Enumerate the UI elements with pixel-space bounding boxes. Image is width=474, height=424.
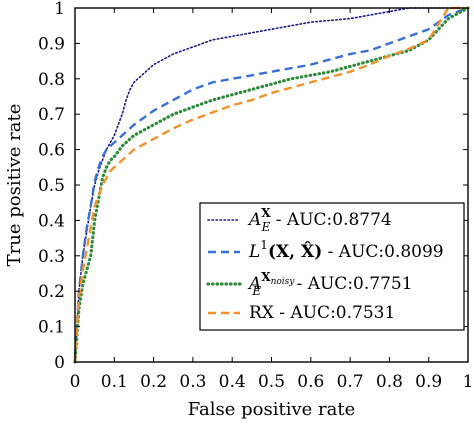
legend-label-4: RX - AUC:0.7531	[249, 303, 395, 323]
ticks-layer: 0 0.1 0.2 0.3 0.4 0.5 0.6 0.7 0.8 0.9 1 0 0.1 0.2 0.3 0…	[38, 0, 473, 392]
x-tick-label: 0.8	[376, 372, 403, 392]
series-line-1	[74, 7, 469, 363]
series-line-3	[73, 6, 470, 364]
y-axis-title: True positive rate	[4, 104, 25, 267]
x-tick-label: 1	[463, 372, 474, 392]
y-tick-label: 0.4	[38, 211, 65, 231]
x-tick-label: 0.4	[219, 372, 246, 392]
x-axis-title: False positive rate	[188, 399, 355, 420]
x-tick-label: 0.9	[415, 372, 442, 392]
legend-entry-4: RX - AUC:0.7531	[208, 303, 395, 323]
x-tick-label: 0.2	[140, 372, 167, 392]
legend-box	[199, 202, 465, 331]
legend-label-3: AXnoisy E - AUC:0.7751	[247, 270, 413, 298]
legend-entry-1: AX E - AUC:0.8774	[207, 206, 392, 234]
x-tick-label: 0.3	[179, 372, 206, 392]
y-tick-label: 0.3	[38, 247, 65, 267]
legend-entry-3: AXnoisy E - AUC:0.7751	[206, 270, 413, 298]
legend: AX E - AUC:0.8774 L1(X, X̂) - AUC:0.8099 …	[199, 202, 465, 331]
y-tick-label: 0.9	[38, 34, 65, 54]
y-tick-label: 0	[54, 353, 65, 373]
legend-entry-2: L1(X, X̂) - AUC:0.8099	[208, 238, 444, 262]
legend-label-2: L1(X, X̂) - AUC:0.8099	[248, 238, 444, 262]
series-layer	[73, 6, 470, 364]
legend-label-1: AX E - AUC:0.8774	[247, 206, 392, 234]
series-line-4	[73, 6, 468, 363]
y-tick-label: 0.1	[38, 318, 65, 338]
y-tick-label: 0.2	[38, 282, 65, 302]
x-tick-label: 0.7	[337, 372, 364, 392]
y-tick-label: 1	[54, 0, 65, 19]
y-tick-label: 0.6	[38, 141, 65, 161]
y-tick-label: 0.7	[38, 105, 65, 125]
x-tick-label: 0.6	[297, 372, 324, 392]
x-tick-label: 0.5	[258, 372, 285, 392]
x-tick-label: 0	[70, 372, 81, 392]
y-tick-label: 0.5	[38, 176, 65, 196]
series-line-2	[73, 6, 469, 363]
y-tick-label: 0.8	[38, 70, 65, 90]
x-tick-label: 0.1	[101, 372, 128, 392]
